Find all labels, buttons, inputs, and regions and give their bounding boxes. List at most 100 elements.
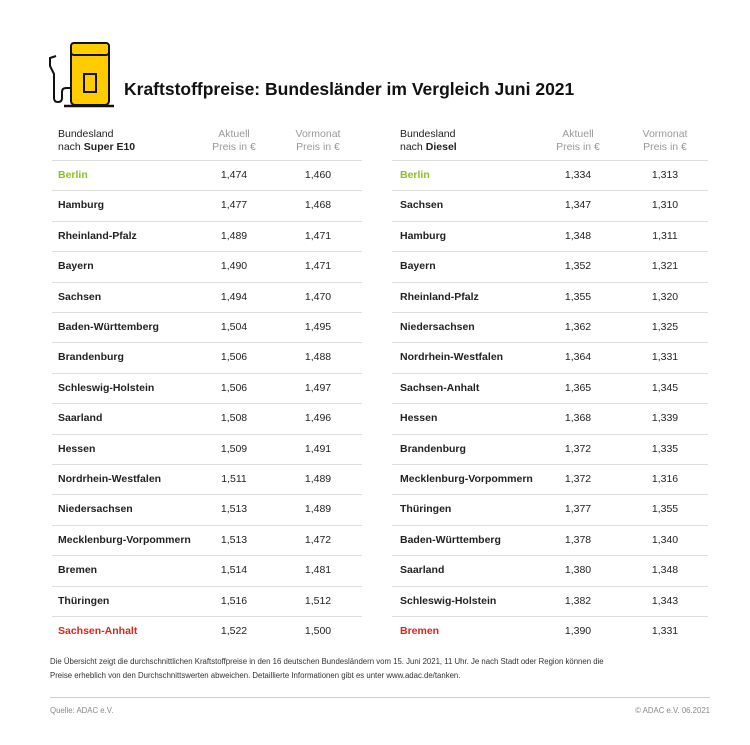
price-current: 1,380 [564, 564, 592, 577]
state-name: Nordrhein-Westfalen [400, 351, 504, 364]
state-name: Bayern [58, 260, 94, 273]
row-divider [52, 160, 362, 161]
price-previous: 1,495 [304, 321, 332, 333]
column-header: Preis in € [296, 141, 340, 153]
column-header: Preis in € [212, 141, 256, 153]
state-name: Rheinland-Pfalz [58, 229, 137, 242]
row-divider [52, 403, 362, 405]
price-current: 1,511 [221, 473, 247, 485]
price-previous: 1,489 [304, 503, 332, 516]
price-current: 1,334 [564, 169, 592, 181]
column-header: Preis in € [556, 141, 600, 153]
price-current: 1,372 [564, 442, 592, 455]
state-name: Bremen [58, 564, 98, 577]
price-current: 1,506 [220, 381, 248, 394]
footnote: Preise erheblich von den Durchschnittswe… [50, 671, 461, 680]
state-name: Sachsen [58, 290, 102, 303]
price-previous: 1,468 [304, 199, 332, 212]
price-current: 1,362 [564, 321, 592, 333]
fuel-pump-icon [49, 42, 114, 108]
price-current: 1,504 [220, 321, 248, 333]
price-previous: 1,512 [304, 594, 332, 607]
row-divider [52, 220, 362, 222]
price-current: 1,490 [220, 260, 248, 273]
state-name: Brandenburg [58, 351, 124, 364]
price-current: 1,516 [220, 594, 248, 607]
state-name: Sachsen-Anhalt [58, 625, 138, 637]
state-name: Sachsen-Anhalt [400, 381, 480, 394]
price-current: 1,378 [564, 533, 592, 546]
price-previous: 1,340 [651, 533, 679, 546]
state-name: Baden-Württemberg [400, 533, 501, 546]
price-current: 1,352 [564, 260, 592, 273]
state-name: Nordrhein-Westfalen [58, 473, 162, 485]
column-header: Vormonat [642, 128, 688, 140]
price-current: 1,477 [220, 199, 248, 212]
state-name: Sachsen [400, 199, 444, 212]
state-name: Schleswig-Holstein [400, 594, 497, 607]
column-header: Preis in € [643, 141, 687, 153]
row-divider [52, 585, 362, 587]
price-previous: 1,491 [304, 442, 332, 455]
row-divider [392, 433, 708, 435]
column-header: Vormonat [295, 128, 341, 140]
row-divider [392, 281, 708, 283]
column-header: nach Super E10 [58, 141, 135, 154]
price-current: 1,355 [564, 290, 592, 303]
price-previous: 1,335 [651, 442, 679, 455]
state-name: Hamburg [400, 229, 447, 242]
price-previous: 1,497 [304, 381, 332, 394]
row-divider [392, 190, 708, 192]
price-current: 1,377 [564, 503, 592, 516]
price-previous: 1,311 [652, 229, 678, 242]
price-previous: 1,348 [651, 564, 679, 577]
row-divider [52, 281, 362, 283]
row-divider [392, 312, 708, 313]
state-name: Brandenburg [400, 442, 466, 455]
state-name: Berlin [58, 169, 88, 181]
price-previous: 1,496 [304, 412, 332, 425]
column-header: Aktuell [218, 128, 250, 140]
row-divider [52, 372, 362, 374]
row-divider [52, 190, 362, 192]
state-name: Baden-Württemberg [58, 321, 159, 333]
column-header: Aktuell [562, 128, 594, 140]
footer-divider [50, 697, 710, 698]
price-previous: 1,325 [651, 321, 679, 333]
state-name: Bayern [400, 260, 436, 273]
price-previous: 1,331 [651, 351, 679, 364]
header-text: nach [400, 141, 423, 153]
state-name: Hessen [400, 412, 438, 425]
state-name: Mecklenburg-Vorpommern [400, 473, 533, 485]
row-divider [52, 342, 362, 344]
price-current: 1,506 [220, 351, 248, 364]
row-divider [392, 524, 708, 526]
price-previous: 1,345 [651, 381, 679, 394]
price-previous: 1,355 [651, 503, 679, 516]
price-current: 1,365 [564, 381, 592, 394]
price-current: 1,390 [564, 625, 592, 637]
price-current: 1,364 [564, 351, 592, 364]
state-name: Berlin [400, 169, 430, 181]
price-current: 1,489 [220, 229, 248, 242]
price-current: 1,348 [564, 229, 592, 242]
row-divider [392, 342, 708, 344]
price-current: 1,372 [564, 473, 592, 485]
state-name: Hessen [58, 442, 96, 455]
state-name: Saarland [58, 412, 103, 425]
price-previous: 1,343 [651, 594, 679, 607]
row-divider [392, 403, 708, 405]
source: Quelle: ADAC e.V. [50, 706, 114, 715]
row-divider [52, 555, 362, 557]
state-name: Rheinland-Pfalz [400, 290, 479, 303]
price-current: 1,494 [220, 290, 248, 303]
row-divider [392, 464, 708, 465]
row-divider [392, 494, 708, 496]
header-text: nach [58, 141, 81, 153]
row-divider [52, 524, 362, 526]
price-previous: 1,488 [304, 351, 332, 364]
state-name: Niedersachsen [400, 321, 475, 333]
price-previous: 1,339 [651, 412, 679, 425]
column-header: Bundesland [400, 128, 456, 140]
price-previous: 1,470 [304, 290, 332, 303]
